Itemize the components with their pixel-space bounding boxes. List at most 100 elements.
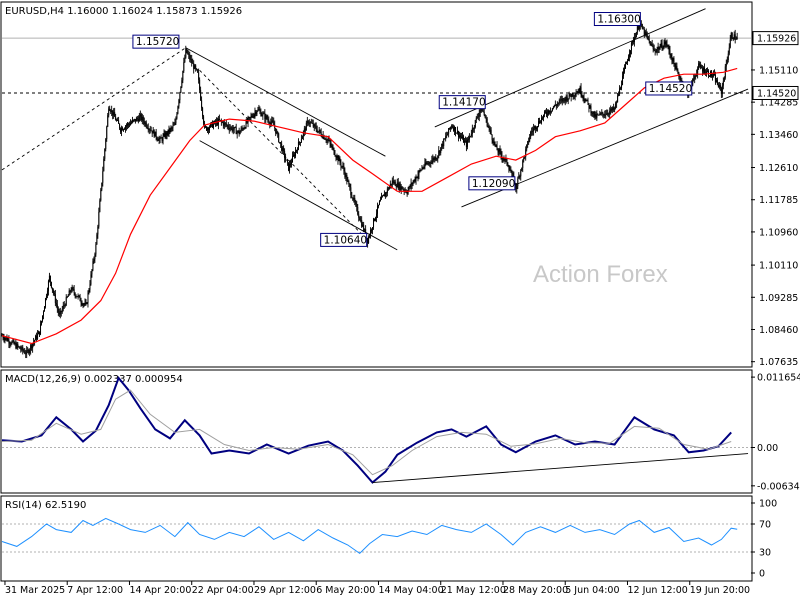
price-y-tick-label: 1.15110 — [759, 65, 798, 76]
candle-body — [377, 204, 379, 207]
candle-body — [293, 154, 295, 157]
candle-body — [539, 121, 541, 123]
watermark: Action Forex — [533, 261, 668, 288]
price-annotation-box — [438, 95, 486, 110]
candle-body — [75, 296, 77, 297]
candle-body — [76, 296, 78, 298]
candle-body — [236, 131, 238, 135]
candle-body — [82, 303, 84, 305]
candle-body — [107, 115, 109, 127]
candle-body — [252, 116, 254, 118]
candle-body — [625, 62, 627, 65]
candle-body — [46, 291, 48, 297]
candle-body — [266, 115, 268, 119]
candle-body — [531, 131, 533, 133]
candle-body — [12, 340, 14, 342]
candle-body — [173, 124, 175, 126]
candle-body — [450, 127, 452, 129]
candle-body — [17, 343, 19, 347]
candle-body — [552, 107, 554, 109]
price-annotation-box — [645, 81, 693, 96]
candle-body — [446, 135, 448, 137]
candle-body — [441, 143, 443, 148]
candle-body — [542, 114, 544, 119]
candle-body — [477, 116, 479, 118]
candle-body — [613, 107, 615, 110]
candle-body — [27, 350, 29, 351]
candle-body — [627, 56, 629, 61]
moving-average-line — [1, 67, 738, 345]
candle-body — [654, 50, 656, 52]
candle-body — [406, 192, 408, 194]
candle-body — [43, 311, 45, 316]
candle-body — [430, 163, 432, 164]
candle-body — [432, 158, 434, 161]
candle-body — [292, 155, 294, 163]
candle-body — [104, 148, 106, 159]
candle-body — [203, 116, 205, 124]
candle-body — [577, 91, 579, 93]
candle-body — [708, 75, 710, 77]
candle-body — [492, 139, 494, 143]
candle-body — [133, 119, 135, 120]
candle-body — [499, 149, 501, 152]
candle-body — [63, 305, 65, 306]
candle-body — [618, 94, 620, 96]
candle-body — [160, 137, 162, 139]
candle-body — [95, 244, 97, 255]
rsi-y-tick-label: 0 — [759, 569, 765, 580]
candle-body — [498, 149, 500, 153]
candle-body — [180, 86, 182, 93]
candle-body — [491, 134, 493, 140]
candle-body — [164, 133, 166, 138]
price-annotation-label: 1.15720 — [136, 36, 179, 48]
candle-body — [493, 141, 495, 143]
candle-body — [475, 117, 477, 121]
candle-body — [68, 290, 70, 296]
candle-body — [5, 337, 7, 339]
candle-body — [426, 163, 428, 165]
candle-body — [362, 224, 364, 227]
candle-body — [641, 24, 643, 29]
price-panel-frame — [0, 1, 753, 368]
candle-body — [301, 136, 303, 140]
price-y-tick-label: 1.13460 — [759, 130, 798, 141]
candle-body — [176, 113, 178, 119]
candle-body — [209, 127, 211, 130]
candle-body — [647, 36, 649, 40]
candle-body — [209, 123, 211, 128]
candle-body — [69, 290, 71, 292]
support-level-tag-label: 1.14520 — [757, 88, 796, 99]
candle-body — [661, 43, 663, 49]
candle-body — [31, 345, 33, 349]
candle-body — [163, 133, 165, 136]
price-y-tick-label: 1.11785 — [759, 195, 798, 206]
candle-body — [466, 139, 468, 147]
candle-body — [473, 127, 475, 130]
candle-body — [179, 92, 181, 101]
candle-body — [219, 119, 221, 121]
candle-body — [525, 149, 527, 157]
candle-body — [672, 58, 674, 62]
candle-body — [581, 94, 583, 97]
candle-body — [635, 32, 637, 38]
rsi-y-tick-label: 100 — [759, 499, 777, 510]
candle-body — [299, 142, 301, 144]
candle-body — [722, 81, 724, 86]
candle-body — [508, 166, 510, 170]
candle-body — [341, 166, 343, 167]
candle-body — [166, 132, 168, 135]
candle-body — [421, 167, 423, 170]
candle-body — [18, 346, 20, 348]
candle-body — [423, 167, 425, 168]
candle-body — [495, 145, 497, 147]
candle-body — [557, 102, 559, 104]
candle-body — [634, 37, 636, 39]
candle-body — [727, 53, 729, 61]
candle-body — [61, 309, 63, 313]
candle-body — [542, 117, 544, 119]
candle-body — [524, 156, 526, 158]
candle-body — [395, 185, 397, 188]
candle-body — [677, 70, 679, 73]
candle-body — [625, 64, 627, 69]
